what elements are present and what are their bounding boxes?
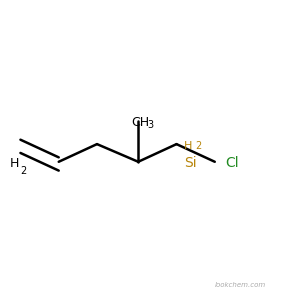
Text: H: H [184, 142, 192, 152]
Text: H: H [10, 157, 19, 170]
Text: CH: CH [131, 116, 149, 129]
Text: lookchem.com: lookchem.com [215, 282, 266, 288]
Text: 3: 3 [147, 120, 153, 130]
Text: 2: 2 [196, 142, 202, 152]
Text: Cl: Cl [225, 156, 239, 170]
Text: 2: 2 [20, 166, 27, 176]
Text: Si: Si [184, 156, 197, 170]
